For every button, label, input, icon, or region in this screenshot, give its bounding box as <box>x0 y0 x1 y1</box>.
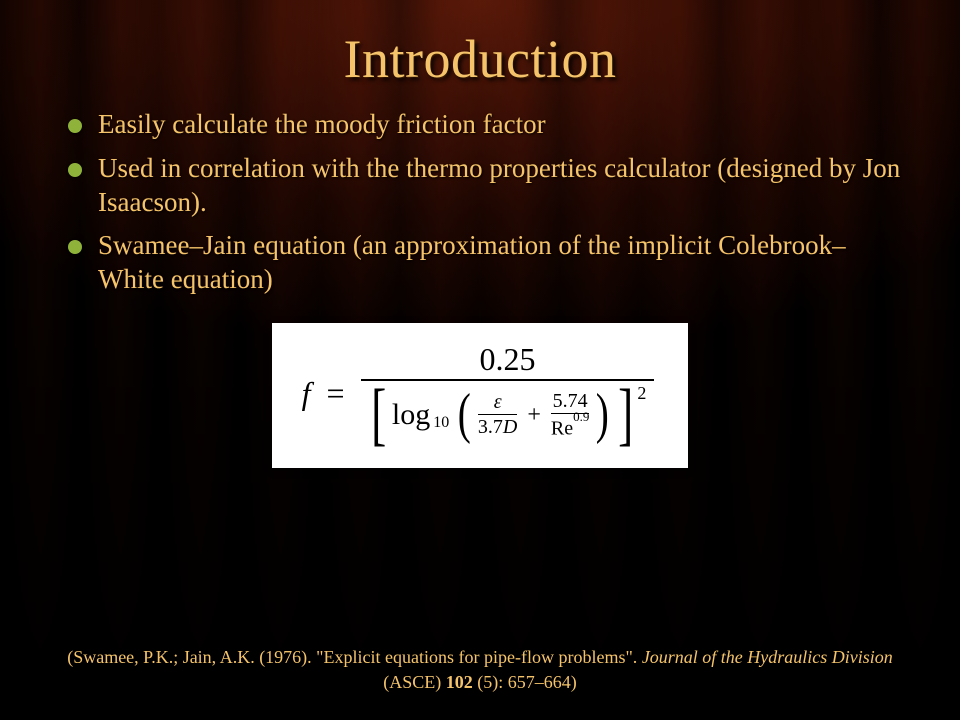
citation-mid: (ASCE) <box>383 672 446 692</box>
citation-journal: Journal of the Hydraulics Division <box>642 647 893 667</box>
log-label: log <box>392 400 430 430</box>
bullet-item: Used in correlation with the thermo prop… <box>64 152 902 220</box>
equals-sign: = <box>327 375 345 412</box>
denominator: [ log10 ( ε 3.7D + 5.74 Re0.9 ) <box>361 379 655 445</box>
citation-prefix: (Swamee, P.K.; Jain, A.K. (1976). "Expli… <box>67 647 642 667</box>
term2-fraction: 5.74 Re0.9 <box>551 391 589 439</box>
term1-fraction: ε 3.7D <box>478 392 517 437</box>
term1-den: 3.7D <box>478 414 517 437</box>
log-base: 10 <box>433 415 449 431</box>
formula-lhs: f <box>302 375 311 412</box>
left-paren-icon: ( <box>458 389 471 439</box>
swamee-jain-equation: f = 0.25 [ log10 ( ε 3.7D + 5. <box>302 343 655 445</box>
citation-suffix: (5): 657–664) <box>473 672 577 692</box>
outer-exponent: 2 <box>637 384 646 402</box>
numerator: 0.25 <box>473 343 541 379</box>
bullet-item: Easily calculate the moody friction fact… <box>64 108 902 142</box>
citation: (Swamee, P.K.; Jain, A.K. (1976). "Expli… <box>0 645 960 694</box>
bullet-list: Easily calculate the moody friction fact… <box>58 108 902 297</box>
plus-sign: + <box>527 403 541 427</box>
citation-volume: 102 <box>446 672 473 692</box>
right-paren-icon: ) <box>596 389 609 439</box>
slide-title: Introduction <box>58 28 902 90</box>
main-fraction: 0.25 [ log10 ( ε 3.7D + 5.74 Re0.9 <box>361 343 655 445</box>
formula-box: f = 0.25 [ log10 ( ε 3.7D + 5. <box>272 323 689 469</box>
term1-num: ε <box>494 392 502 414</box>
right-bracket-icon: ] <box>618 385 633 445</box>
left-bracket-icon: [ <box>371 385 386 445</box>
term2-den: Re0.9 <box>551 413 589 439</box>
bullet-item: Swamee–Jain equation (an approximation o… <box>64 229 902 297</box>
slide: Introduction Easily calculate the moody … <box>0 0 960 720</box>
